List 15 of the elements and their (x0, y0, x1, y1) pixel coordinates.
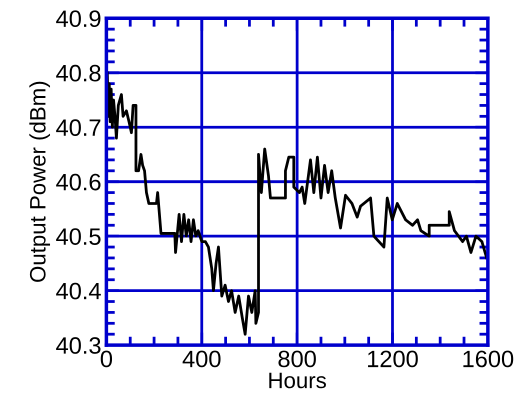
y-tick-label: 40.7 (56, 119, 100, 136)
x-tick-label: 1200 (368, 350, 418, 368)
y-tick-label: 40.3 (56, 337, 100, 354)
y-tick-label: 40.6 (56, 174, 100, 190)
x-tick-label: 0 (100, 350, 112, 368)
x-axis-title: Hours (269, 372, 326, 388)
x-tick-label: 400 (182, 350, 221, 368)
y-axis-title: Output Power (dBm) (29, 82, 50, 282)
x-tick-label: 1600 (463, 350, 514, 368)
y-tick-label: 40.5 (56, 228, 101, 245)
y-tick-label: 40.4 (56, 282, 101, 300)
x-tick-label: 800 (278, 350, 316, 368)
line-series (106, 71, 488, 336)
y-tick-label: 40.8 (56, 64, 101, 82)
y-tick-label: 40.9 (56, 10, 100, 28)
